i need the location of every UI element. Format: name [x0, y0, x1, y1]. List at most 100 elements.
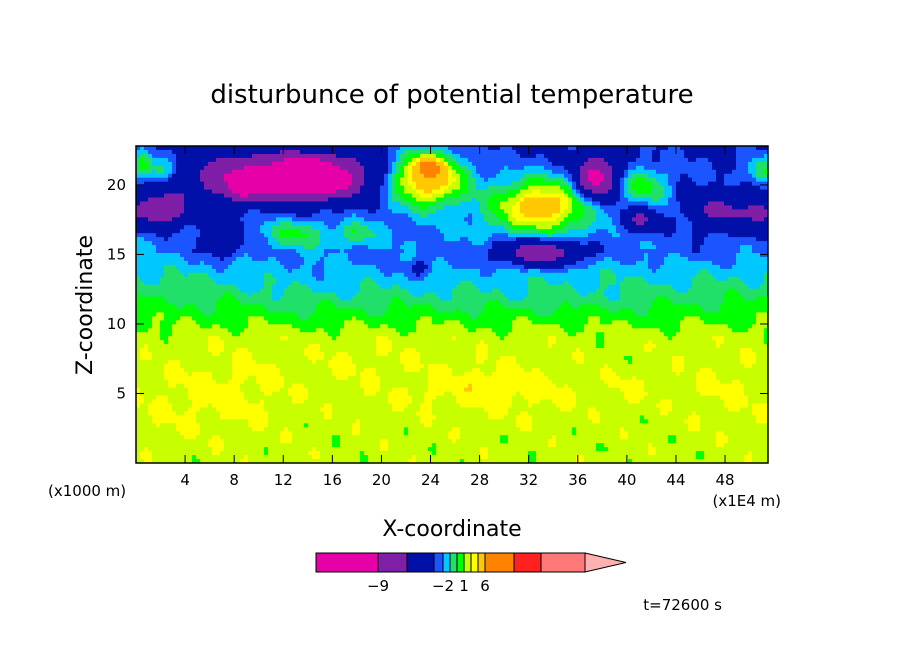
field-cell	[540, 153, 545, 159]
field-cell	[312, 245, 317, 250]
field-cell	[364, 193, 369, 199]
field-cell	[416, 237, 421, 242]
field-cell	[324, 173, 329, 179]
field-cell	[284, 161, 289, 167]
field-cell	[572, 245, 577, 250]
field-cell	[584, 161, 589, 167]
field-cell	[260, 201, 265, 207]
field-cell	[168, 169, 173, 175]
field-cell	[492, 233, 497, 238]
field-cell	[668, 161, 673, 167]
field-cell	[704, 165, 709, 171]
field-cell	[276, 185, 281, 191]
field-cell	[636, 153, 641, 159]
field-cell	[556, 245, 561, 250]
field-cell	[728, 213, 733, 218]
field-cell	[632, 209, 637, 214]
field-cell	[416, 153, 421, 159]
field-cell	[328, 173, 333, 179]
field-cell	[360, 157, 365, 163]
field-cell	[260, 256, 265, 262]
field-cell	[680, 264, 685, 270]
field-cell	[464, 249, 469, 254]
field-cell	[136, 161, 141, 167]
field-cell	[492, 225, 497, 230]
field-cell	[652, 225, 657, 230]
field-cell	[180, 173, 185, 179]
field-cell	[596, 241, 601, 246]
field-cell	[396, 252, 401, 258]
field-cell	[408, 241, 413, 246]
field-cell	[668, 181, 673, 187]
field-cell	[720, 237, 725, 242]
field-cell	[560, 165, 565, 171]
field-cell	[620, 173, 625, 179]
field-cell	[172, 153, 177, 159]
field-cell	[560, 193, 565, 199]
field-cell	[312, 209, 317, 214]
field-cell	[320, 233, 325, 238]
field-cell	[628, 260, 633, 266]
field-cell	[404, 193, 409, 199]
field-cell	[524, 217, 529, 222]
field-cell	[160, 229, 165, 234]
field-cell	[144, 193, 149, 199]
field-cell	[672, 165, 677, 171]
field-cell	[608, 209, 613, 214]
field-cell	[292, 149, 297, 155]
field-cell	[644, 245, 649, 250]
field-cell	[396, 177, 401, 183]
field-cell	[516, 169, 521, 175]
field-cell	[744, 153, 749, 159]
field-cell	[580, 185, 585, 191]
field-cell	[140, 181, 145, 187]
field-cell	[712, 213, 717, 218]
field-cell	[528, 209, 533, 214]
field-cell	[168, 157, 173, 163]
field-cell	[284, 268, 289, 274]
field-cell	[488, 233, 493, 238]
field-cell	[400, 209, 405, 214]
field-cell	[548, 193, 553, 199]
field-cell	[736, 181, 741, 187]
field-cell	[564, 193, 569, 199]
field-cell	[556, 252, 561, 258]
field-cell	[412, 249, 417, 254]
field-cell	[268, 260, 273, 266]
field-cell	[632, 237, 637, 242]
field-cell	[700, 225, 705, 230]
field-cell	[320, 201, 325, 207]
field-cell	[644, 260, 649, 266]
field-cell	[216, 197, 221, 203]
field-cell	[620, 185, 625, 191]
field-cell	[516, 209, 521, 214]
field-cell	[532, 161, 537, 167]
field-cell	[208, 268, 213, 274]
field-cell	[416, 177, 421, 183]
field-cell	[736, 189, 741, 195]
field-cell	[196, 268, 201, 274]
field-cell	[372, 260, 377, 266]
field-cell	[148, 237, 153, 242]
field-cell	[536, 217, 541, 222]
field-cell	[472, 241, 477, 246]
field-cell	[444, 201, 449, 207]
field-cell	[356, 256, 361, 262]
field-cell	[740, 217, 745, 222]
field-cell	[516, 233, 521, 238]
field-cell	[664, 161, 669, 167]
field-cell	[548, 256, 553, 262]
field-cell	[744, 173, 749, 179]
field-cell	[664, 165, 669, 171]
field-cell	[224, 189, 229, 195]
field-cell	[248, 173, 253, 179]
field-cell	[632, 241, 637, 246]
field-cell	[600, 193, 605, 199]
field-cell	[728, 201, 733, 207]
field-cell	[684, 161, 689, 167]
field-cell	[656, 169, 661, 175]
field-cell	[292, 252, 297, 258]
field-cell	[636, 197, 641, 203]
field-cell	[264, 264, 269, 270]
field-cell	[580, 157, 585, 163]
